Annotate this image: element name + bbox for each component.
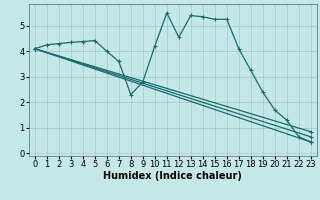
X-axis label: Humidex (Indice chaleur): Humidex (Indice chaleur) xyxy=(103,171,242,181)
